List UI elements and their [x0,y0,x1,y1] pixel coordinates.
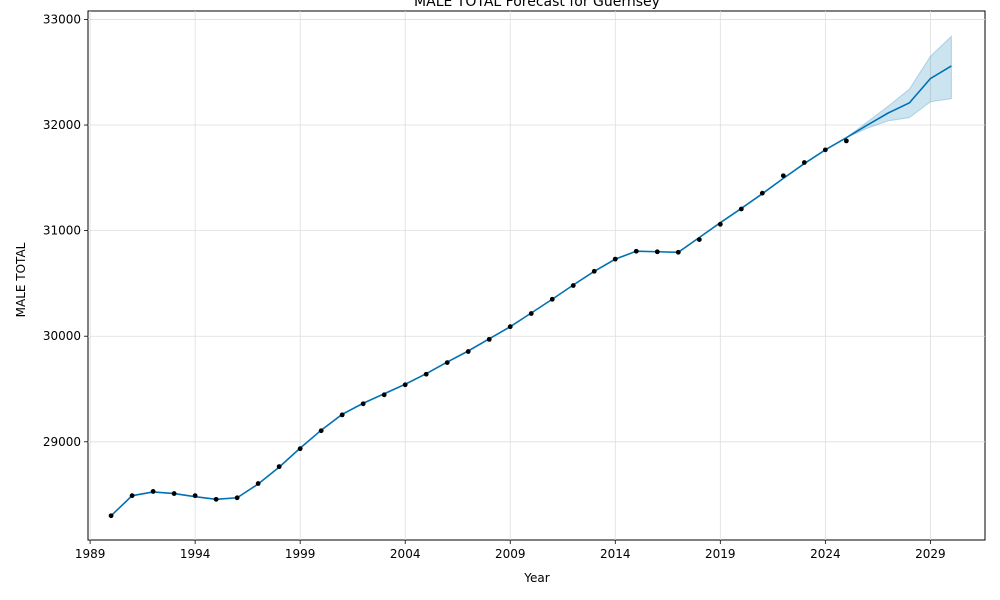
y-tick-label: 29000 [43,435,81,449]
forecast-interval-band [846,35,952,139]
y-axis-label: MALE TOTAL [14,242,28,317]
actual-data-point [213,496,219,502]
x-tick-label: 2014 [600,547,631,561]
x-axis-ticks: 1989 1994 1999 2004 2009 2014 2019 2024 2029 [75,540,946,561]
actual-data-point [255,481,261,486]
y-axis-ticks: 29000 30000 31000 32000 33000 [43,12,88,449]
actual-data-point [822,147,828,153]
x-tick-label: 2024 [810,547,841,561]
actual-data-point [465,349,471,354]
x-tick-label: 1989 [75,547,106,561]
x-tick-label: 1994 [180,547,211,561]
x-tick-label: 2019 [705,547,736,561]
actual-data-point [318,428,324,434]
actual-data-point [381,392,387,398]
chart-title: MALE TOTAL Forecast for Guernsey [414,0,660,10]
actual-data-point [570,283,576,288]
actual-data-point [675,249,681,255]
actual-data-point [339,412,345,418]
actual-data-point [297,446,303,452]
actual-data-point [528,311,534,316]
actual-data-point [843,138,849,144]
actual-data-point [717,221,723,227]
actual-data-point [276,464,282,470]
actual-data-point [192,493,198,499]
x-tick-label: 1999 [285,547,316,561]
actual-data-point [360,401,366,407]
actual-data-point [738,206,744,212]
actual-data-point [171,491,177,496]
actual-data-point [423,371,429,377]
actual-data-point [591,268,597,274]
actual-data-point [549,296,555,302]
actual-data-point [696,237,702,242]
actual-data-point [633,248,639,254]
y-tick-label: 32000 [43,118,81,132]
x-tick-label: 2009 [495,547,526,561]
actual-data-point [129,493,135,499]
actual-data-point [801,160,807,165]
x-tick-label: 2004 [390,547,421,561]
actual-data-point [402,382,408,388]
x-axis-label: Year [523,571,549,585]
actual-data-point [654,249,660,255]
x-tick-label: 2029 [915,547,946,561]
actual-data-point [234,495,240,501]
y-tick-label: 33000 [43,12,81,26]
grid-lines [88,11,985,540]
actual-data-point [507,324,513,330]
actual-data-point [150,489,156,494]
uncertainty-band [846,35,952,139]
actual-data-point [612,256,618,262]
actual-data-point [108,513,114,519]
y-tick-label: 30000 [43,329,81,343]
actual-data-point [486,336,492,342]
y-tick-label: 31000 [43,224,81,238]
actual-points [108,138,849,519]
actual-data-point [759,190,765,196]
actual-data-point [780,173,786,179]
plot-area [87,10,986,541]
actual-data-point [444,360,450,366]
